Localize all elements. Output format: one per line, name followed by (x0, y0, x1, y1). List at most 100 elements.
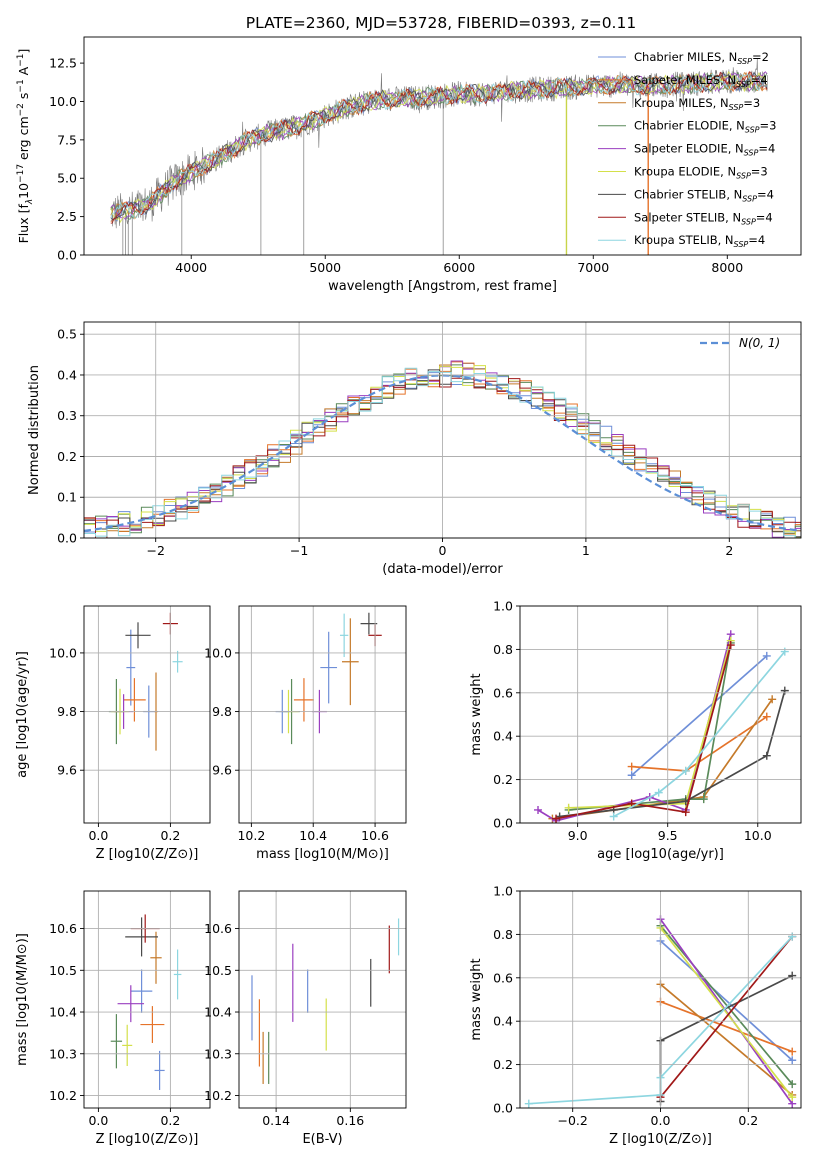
model-spectrum-7 (110, 71, 768, 224)
y-tick-label: 0.3 (57, 408, 77, 423)
weight-marker (726, 641, 735, 650)
y-tick-label: 9.6 (212, 763, 232, 778)
weight-marker (788, 1056, 797, 1065)
x-tick-label: −1 (290, 543, 308, 558)
weight-marker (762, 651, 771, 660)
y-tick-label: 12.5 (49, 56, 77, 71)
mass-vs-Z-xlabel: Z [log10(Z/Z⊙)] (96, 1132, 199, 1147)
y-tick-label: 10.5 (49, 963, 77, 978)
mass-vs-Z-frame (83, 890, 211, 1109)
y-tick-label: 10.6 (49, 921, 77, 936)
x-tick-label: 10.2 (237, 828, 265, 843)
x-tick-label: −0.2 (558, 1113, 588, 1128)
y-tick-label: 7.5 (57, 132, 77, 147)
y-tick-label: 0.2 (493, 1057, 513, 1072)
x-tick-label: 4000 (175, 260, 207, 275)
histogram-series-5 (84, 365, 801, 538)
legend-entry: Chabrier ELODIE, NSSP=3 (634, 119, 776, 135)
y-tick-label: 5.0 (57, 171, 77, 186)
x-tick-label: 7000 (577, 260, 609, 275)
x-tick-label: 10.6 (361, 828, 389, 843)
y-tick-label: 10.6 (204, 921, 232, 936)
massweight-vs-Z-xlabel: Z [log10(Z/Z⊙)] (609, 1132, 712, 1147)
y-tick-label: 10.0 (204, 645, 232, 660)
legend-entry: Kroupa STELIB, NSSP=4 (634, 233, 765, 249)
age-vs-mass-frame (238, 605, 407, 824)
massweight-vs-age-frame (519, 605, 802, 824)
weight-series-6 (559, 690, 786, 818)
weight-marker (627, 771, 636, 780)
age-vs-Z-ylabel: age [log10(age/yr)] (15, 651, 30, 778)
massweight-vs-Z-ylabel: mass weight (469, 958, 484, 1040)
y-tick-label: 9.6 (57, 763, 77, 778)
y-tick-label: 0.6 (493, 685, 513, 700)
mass-vs-EBV-panel: 0.14 0.16 10.2 10.3 10.4 10.5 10.6 E(B-V) (204, 890, 407, 1147)
y-tick-label: 10.3 (204, 1046, 232, 1061)
y-tick-label: 10.0 (49, 94, 77, 109)
massweight-vs-age-plot-area (534, 630, 789, 823)
legend-entry: Salpeter STELIB, NSSP=4 (634, 210, 773, 226)
weight-marker (788, 1080, 797, 1089)
histogram-series-6 (84, 369, 801, 538)
x-tick-label: 10.4 (299, 828, 327, 843)
y-tick-label: 0.6 (493, 970, 513, 985)
weight-series-1 (660, 1000, 793, 1053)
weight-marker (534, 805, 543, 814)
y-tick-label: 0.0 (493, 1101, 513, 1116)
y-tick-label: 9.8 (57, 704, 77, 719)
weight-series-5 (659, 927, 793, 1098)
y-tick-label: 0.8 (493, 927, 513, 942)
y-tick-label: 10.2 (204, 1088, 232, 1103)
y-tick-label: 0.4 (493, 729, 513, 744)
x-tick-label: 10.0 (744, 828, 772, 843)
mass-vs-EBV-plot-area (251, 918, 400, 1084)
legend-entry: Chabrier MILES, NSSP=2 (634, 50, 769, 66)
age-vs-Z-xlabel: Z [log10(Z/Z⊙)] (96, 847, 199, 862)
x-tick-label: 0.2 (160, 1113, 180, 1128)
x-tick-label: 1 (582, 543, 590, 558)
legend-entry: Kroupa MILES, NSSP=3 (634, 96, 760, 112)
x-tick-label: 6000 (443, 260, 475, 275)
y-tick-label: 0.4 (57, 367, 77, 382)
weight-marker (788, 932, 797, 941)
y-tick-label: 10.4 (204, 1005, 232, 1020)
y-tick-label: 10.3 (49, 1046, 77, 1061)
y-tick-label: 0.5 (57, 327, 77, 342)
massweight-vs-age-panel: 9.0 9.5 10.0 0.0 0.2 0.4 0.6 0.8 1.0 age [log10(a… (469, 599, 802, 862)
weight-marker (699, 795, 708, 804)
age-vs-Z-plot-area (108, 612, 183, 751)
mass-vs-Z-panel: 0.0 0.2 10.2 10.3 10.4 10.5 10.6 Z [log10(Z/Z⊙)… (15, 890, 211, 1147)
residuals-ylabel: Normed distribution (27, 365, 42, 495)
weight-series-2 (659, 983, 793, 1096)
weight-series-0 (659, 940, 793, 1061)
weight-marker (762, 751, 771, 760)
residuals-frame (83, 321, 802, 539)
y-tick-label: 10.2 (49, 1088, 77, 1103)
y-tick-label: 10.5 (204, 963, 232, 978)
mass-vs-EBV-xlabel: E(B-V) (302, 1132, 342, 1147)
x-tick-label: 8000 (711, 260, 743, 275)
figure-title: PLATE=2360, MJD=53728, FIBERID=0393, z=0… (246, 14, 636, 32)
massweight-vs-Z-frame (519, 890, 802, 1109)
x-tick-label: 0.14 (262, 1113, 290, 1128)
age-vs-Z-panel: 0.0 0.2 9.6 9.8 10.0 Z [log10(Z/Z⊙)] age [log1… (15, 605, 211, 862)
spectrum-xlabel: wavelength [Angstrom, rest frame] (328, 279, 557, 294)
weight-marker (552, 814, 561, 823)
x-tick-label: 5000 (309, 260, 341, 275)
age-vs-mass-xlabel: mass [log10(M/M⊙)] (256, 847, 389, 862)
y-tick-label: 9.8 (212, 704, 232, 719)
x-tick-label: −2 (146, 543, 164, 558)
weight-marker (788, 971, 797, 980)
mass-vs-Z-plot-area (110, 914, 182, 1090)
weight-marker (654, 788, 663, 797)
weight-marker (609, 812, 618, 821)
legend-entry: Chabrier STELIB, NSSP=4 (634, 187, 774, 203)
model-spectrum-6 (110, 71, 768, 221)
x-tick-label: 0.16 (336, 1113, 364, 1128)
massweight-vs-age-ylabel: mass weight (469, 673, 484, 755)
weight-marker (780, 647, 789, 656)
weight-marker (780, 686, 789, 695)
age-vs-Z-frame (83, 605, 211, 824)
x-tick-label: 0 (439, 543, 447, 558)
